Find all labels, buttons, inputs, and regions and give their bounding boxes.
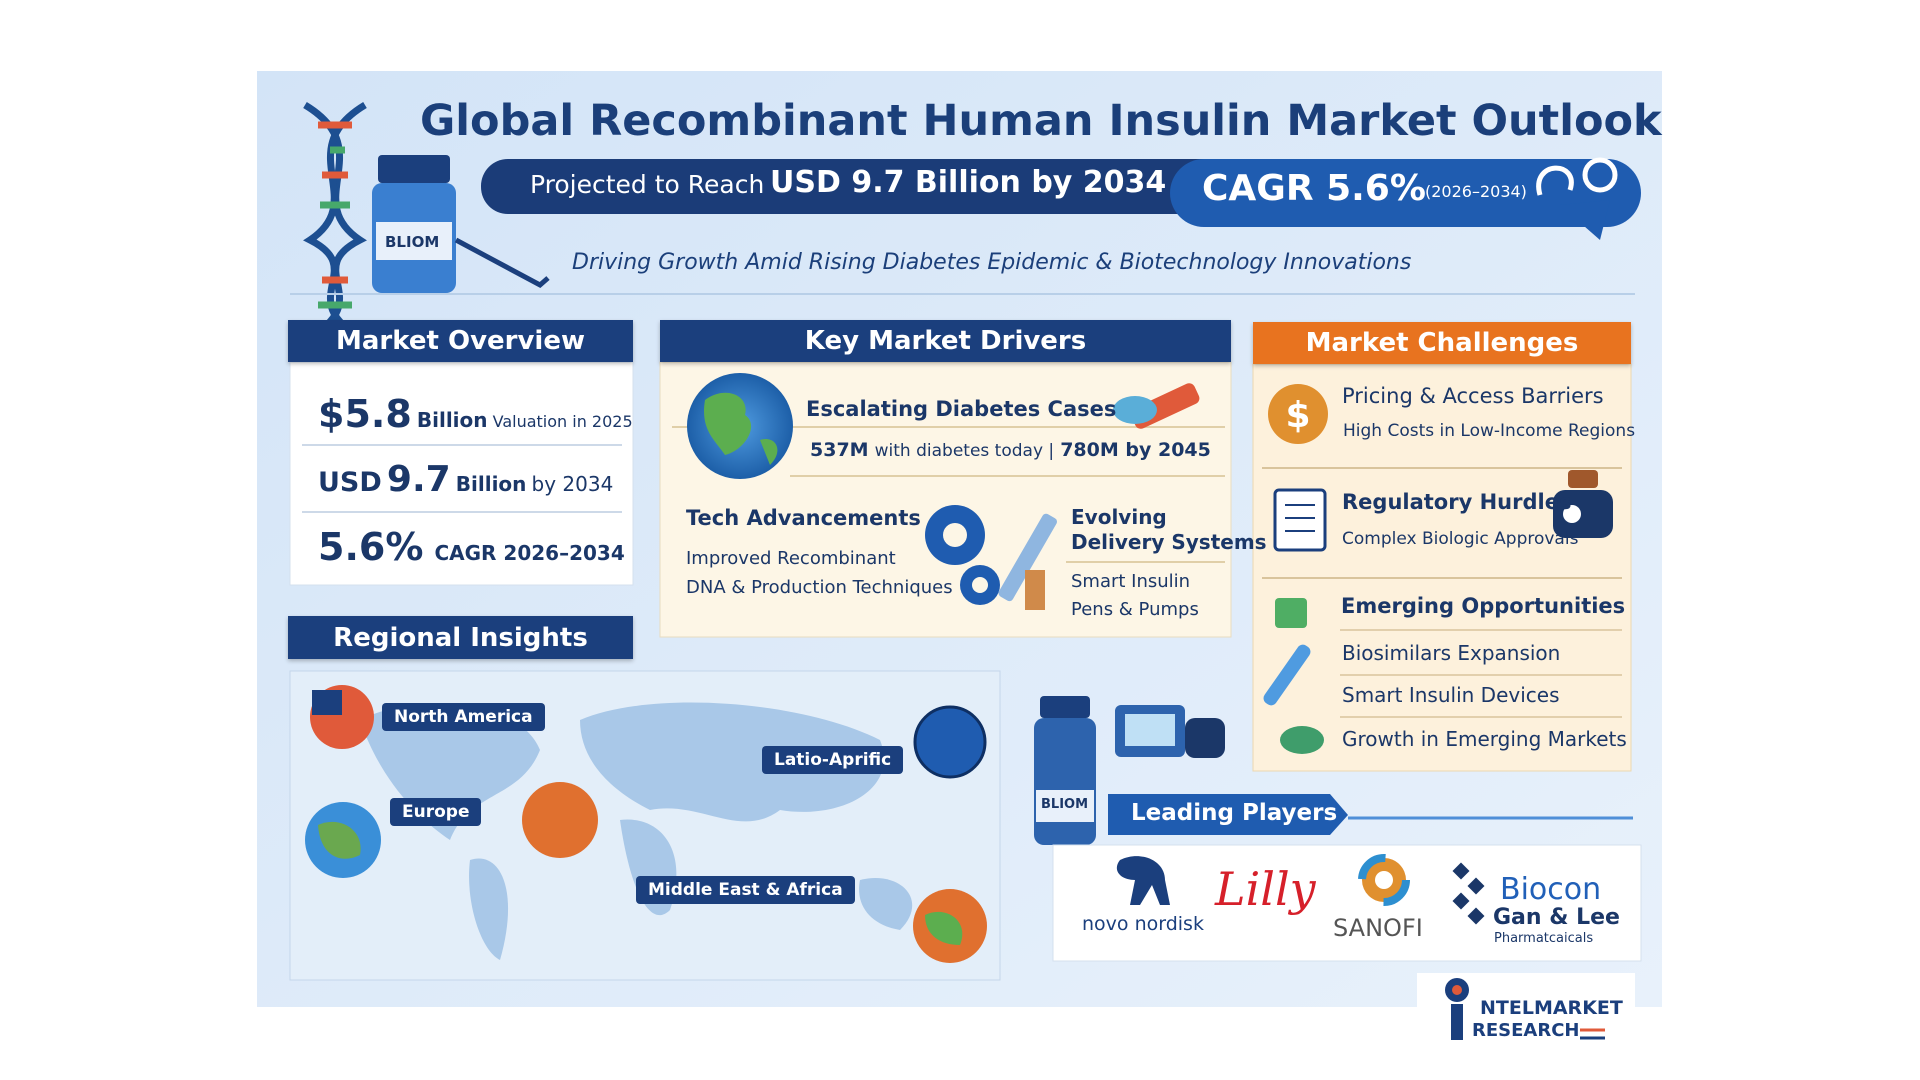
syringe-icon	[1113, 383, 1200, 429]
section-header: Market Challenges	[1253, 322, 1631, 364]
cagr-icon	[1536, 157, 1618, 196]
subtitle-value: USD 9.7 Billion by 2034	[770, 165, 1167, 200]
challenge-note: Complex Biologic Approvals	[1342, 529, 1579, 549]
brand-name: NTELMARKET	[1480, 997, 1623, 1019]
section-header: Key Market Drivers	[660, 320, 1231, 362]
world-map	[360, 702, 913, 960]
dna-icon	[303, 102, 367, 344]
overview-unit: Billion	[455, 472, 527, 496]
globe-asia	[913, 705, 987, 779]
driver-line: Pens & Pumps	[1071, 599, 1199, 620]
vial-label: BLIOM	[1041, 797, 1089, 812]
flag-us-canton	[312, 690, 342, 715]
region-label: Europe	[390, 798, 482, 826]
overview-value: 5.6%	[318, 525, 424, 569]
player: Lilly	[1215, 862, 1316, 916]
overview-value: $5.8	[318, 392, 412, 436]
cagr-period: (2026–2034)	[1425, 182, 1527, 201]
globe-europe-land	[318, 821, 361, 859]
player: novo nordisk	[1082, 913, 1204, 935]
overview-prefix: USD	[318, 467, 382, 498]
region-label: Latio-Aprific	[762, 746, 904, 774]
opportunity-item: Biosimilars Expansion	[1342, 641, 1561, 665]
challenge-note: High Costs in Low-Income Regions	[1343, 421, 1636, 441]
driver-title: Escalating Diabetes Cases	[806, 397, 1117, 421]
cagr: CAGR 5.6%	[1202, 168, 1426, 209]
driver-line: Smart Insulin	[1071, 571, 1191, 592]
globe-land	[704, 392, 778, 465]
globe-oceania-land	[925, 911, 963, 945]
overview-value: 9.7	[386, 459, 451, 500]
overview-item: 5.6% CAGR 2026–2034	[318, 525, 625, 569]
opportunity-icons	[1263, 598, 1324, 754]
brand-icon	[1445, 978, 1469, 1040]
dollar-icon	[1268, 384, 1328, 444]
driver-line: Improved Recombinant	[686, 548, 896, 569]
opportunity-item: Growth in Emerging Markets	[1342, 727, 1627, 751]
player: SANOFI	[1333, 914, 1423, 942]
globe-africa	[522, 782, 598, 858]
novo-logo-icon	[1116, 856, 1170, 905]
sanofi-logo-icon	[1358, 854, 1410, 906]
document-icon	[1273, 488, 1327, 552]
vial-icon-2	[1034, 696, 1225, 845]
tagline: Driving Growth Amid Rising Diabetes Epid…	[572, 250, 1412, 275]
players-banner	[1108, 794, 1348, 835]
driver-stat: 780M by 2045	[1060, 439, 1211, 461]
overview-unit: CAGR 2026–2034	[434, 541, 625, 565]
region-label: North America	[382, 703, 545, 731]
region-label: Middle East & Africa	[636, 876, 855, 904]
subtitle-bar	[481, 159, 1241, 214]
biocon-logo-icon	[1452, 862, 1485, 925]
challenge-title: Regulatory Hurdles	[1342, 490, 1572, 514]
driver-title: Delivery Systems	[1071, 530, 1267, 554]
driver-title: Tech Advancements	[686, 506, 921, 530]
overview-note: by 2034	[531, 472, 614, 496]
gear-icon	[925, 505, 1057, 610]
players-title: Leading Players	[1131, 800, 1338, 826]
driver-stat-note: with diabetes today |	[874, 441, 1055, 461]
dollar-symbol: $	[1285, 395, 1310, 436]
driver-stat: 537M	[810, 439, 869, 461]
overview-note: Valuation in 2025	[492, 412, 633, 431]
brand-sub: RESEARCH	[1472, 1020, 1580, 1041]
player: Biocon	[1500, 872, 1602, 907]
section-header: Regional Insights	[288, 616, 633, 659]
vial-icon	[372, 155, 550, 293]
overview-item: USD 9.7 Billion by 2034	[318, 459, 613, 500]
driver-title: Evolving	[1071, 505, 1167, 529]
challenge-title: Pricing & Access Barriers	[1342, 384, 1604, 408]
cagr-pill	[1170, 159, 1641, 227]
vial-label: BLIOM	[385, 233, 440, 251]
section-header: Market Overview	[288, 320, 633, 362]
overview-box	[289, 361, 634, 586]
opportunities-title: Emerging Opportunities	[1341, 594, 1626, 618]
title: Global Recombinant Human Insulin Market …	[420, 96, 1662, 146]
player: Pharmatcaicals	[1494, 931, 1594, 946]
cagr-tail	[1560, 200, 1610, 240]
device-icon	[1553, 470, 1613, 538]
driver-stats: 537M with diabetes today | 780M by 2045	[810, 439, 1211, 461]
player: Gan & Lee	[1493, 905, 1620, 930]
overview-item: $5.8 Billion Valuation in 2025	[318, 392, 633, 436]
opportunity-item: Smart Insulin Devices	[1342, 683, 1560, 707]
driver-line: DNA & Production Techniques	[686, 577, 953, 598]
subtitle-prefix: Projected to Reach	[530, 170, 765, 199]
overview-unit: Billion	[416, 408, 488, 432]
